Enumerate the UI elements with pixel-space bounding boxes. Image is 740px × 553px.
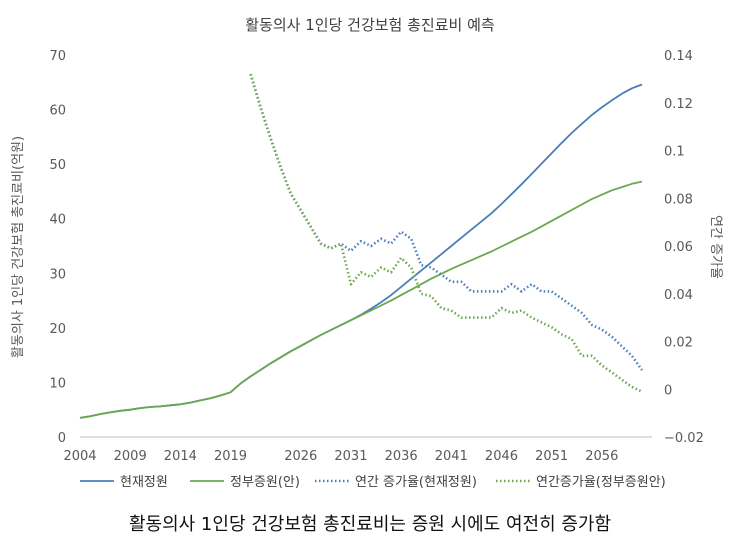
series-line-4 <box>249 73 643 393</box>
x-tick-label: 2026 <box>284 449 317 464</box>
x-tick-label: 2036 <box>385 449 418 464</box>
chart-title: 활동의사 1인당 건강보험 총진료비 예측 <box>245 16 494 34</box>
chart: 활동의사 1인당 건강보험 총진료비 예측 활동의사 1인당 건강보험 총진료비… <box>11 16 723 490</box>
legend-label-4: 연간증가율(정부증원안) <box>536 475 666 490</box>
y-axis-title: 활동의사 1인당 건강보험 총진료비(억원) <box>11 136 26 358</box>
y2-tick-label: 0 <box>664 383 672 398</box>
y2-tick-label: 0.08 <box>664 192 693 207</box>
x-tick-label: 2041 <box>435 449 468 464</box>
y2-tick-label: 0.06 <box>664 240 693 255</box>
series-line-1 <box>79 83 643 419</box>
y-tick-label: 70 <box>49 49 66 64</box>
x-tick-label: 2009 <box>114 449 147 464</box>
x-tick-label: 2019 <box>214 449 247 464</box>
y2-axis-title: 연간 증가율 <box>708 215 723 279</box>
y2-tick-label: 0.1 <box>664 145 685 160</box>
x-tick-label: 2046 <box>485 449 518 464</box>
x-tick-label: 2056 <box>585 449 618 464</box>
x-tick-label: 2051 <box>535 449 568 464</box>
axes: 0 10 20 30 40 50 60 70 −0.02 0 0.02 0.04 0.06 0.08 0.1… <box>49 49 703 464</box>
series-layer <box>79 73 644 419</box>
y-tick-label: 40 <box>49 213 66 228</box>
caption: 활동의사 1인당 건강보험 총진료비는 증원 시에도 여전히 증가함 <box>128 514 612 535</box>
y-tick-label: 60 <box>49 104 66 119</box>
series-line-3 <box>249 73 644 371</box>
y-tick-label: 30 <box>49 267 66 282</box>
x-tick-label: 2014 <box>164 449 197 464</box>
legend: 현재정원 정부증원(안) 연간 증가율(현재정원) 연간증가율(정부증원안) <box>80 475 666 490</box>
y2-tick-label: −0.02 <box>664 431 704 446</box>
series-line-2 <box>79 180 643 419</box>
y2-tick-label: 0.14 <box>664 49 693 64</box>
y2-tick-label: 0.04 <box>664 288 693 303</box>
x-tick-label: 2004 <box>63 449 96 464</box>
legend-label-2: 정부증원(안) <box>230 475 300 490</box>
y-tick-label: 10 <box>49 376 66 391</box>
y-tick-label: 50 <box>49 158 66 173</box>
legend-label-1: 현재정원 <box>120 475 168 490</box>
x-tick-label: 2031 <box>334 449 367 464</box>
y-tick-label: 0 <box>58 431 66 446</box>
legend-label-3: 연간 증가율(현재정원) <box>355 475 477 490</box>
y2-tick-label: 0.02 <box>664 336 693 351</box>
y2-tick-label: 0.12 <box>664 97 693 112</box>
y-tick-label: 20 <box>49 322 66 337</box>
